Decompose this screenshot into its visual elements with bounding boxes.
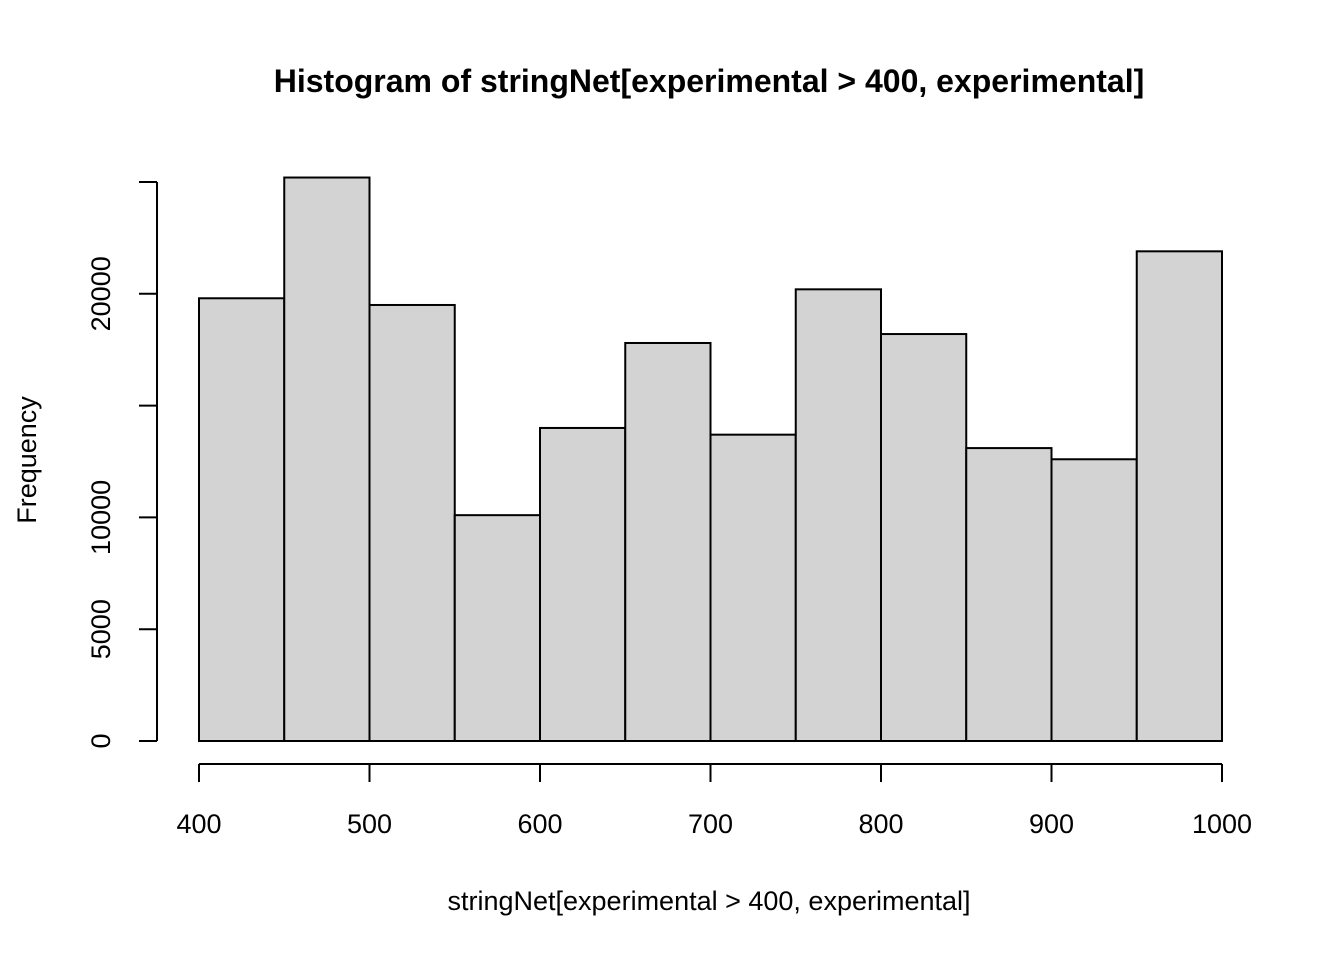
histogram-bar	[283, 176, 371, 742]
histogram-bar	[794, 288, 882, 742]
x-tick-label: 700	[688, 809, 733, 839]
x-axis: 400 500 600 700 800 900 1000	[176, 763, 1252, 839]
histogram-bar	[709, 433, 797, 742]
y-axis: 0 5000 10000 20000	[86, 181, 158, 749]
x-tick-label: 1000	[1192, 809, 1252, 839]
histogram-bar	[368, 303, 456, 742]
y-tick-label: 5000	[86, 599, 116, 659]
y-tick-label: 20000	[86, 256, 116, 331]
histogram-bar	[539, 426, 627, 742]
x-tick-label: 400	[176, 809, 221, 839]
bars-group	[198, 176, 1223, 742]
x-tick-label: 500	[347, 809, 392, 839]
histogram-bar	[1050, 458, 1138, 742]
x-tick-label: 800	[858, 809, 903, 839]
y-axis-label: Frequency	[12, 396, 42, 524]
histogram-bar	[880, 333, 968, 742]
histogram-bar	[965, 447, 1053, 742]
x-axis-label: stringNet[experimental > 400, experiment…	[447, 886, 970, 916]
x-tick-label: 600	[517, 809, 562, 839]
histogram-bar	[453, 514, 541, 742]
histogram-bar	[1135, 250, 1223, 742]
histogram-bar	[198, 297, 286, 742]
x-tick-label: 900	[1029, 809, 1074, 839]
y-tick-label: 10000	[86, 480, 116, 555]
chart-title: Histogram of stringNet[experimental > 40…	[274, 63, 1144, 99]
y-tick-label: 0	[86, 733, 116, 748]
histogram-bar	[624, 341, 712, 742]
